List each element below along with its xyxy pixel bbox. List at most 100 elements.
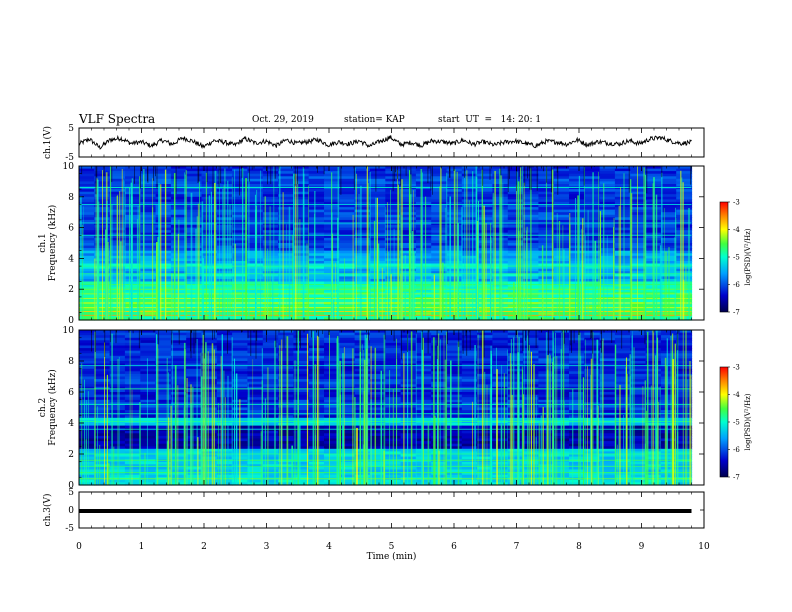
ch1-cell: [630, 178, 647, 182]
ch1-y-tick-label: 8: [68, 193, 74, 203]
ch1-cell: [630, 171, 647, 175]
ch1-cell: [507, 173, 524, 177]
ch1-cell: [614, 178, 631, 182]
ch1-cell: [293, 289, 310, 293]
ch2-cell: [216, 430, 233, 434]
ch2-cell: [339, 433, 356, 437]
ch2-cell: [415, 340, 432, 344]
ch1-cell: [553, 281, 570, 285]
ch1-cell: [232, 191, 248, 195]
ch2-cell: [109, 443, 126, 447]
ch1-cell: [308, 286, 325, 290]
ch1-cell: [630, 284, 647, 288]
ch1-cell: [415, 196, 432, 200]
ch2-cell: [293, 451, 310, 455]
ch1-cell: [507, 181, 524, 185]
ch1-cell: [140, 273, 157, 277]
ch2-cell: [446, 410, 463, 414]
ch1-cell: [124, 181, 141, 185]
ch1-cell: [232, 207, 248, 211]
ch2-cell: [94, 441, 111, 445]
ch1-cell: [584, 312, 601, 316]
ch1-cell: [553, 191, 570, 195]
ch1-cell: [507, 184, 524, 188]
ch1-cell: [155, 253, 172, 257]
ch2-cell: [170, 392, 187, 396]
ch1-cell: [584, 176, 601, 180]
ch1-cell: [186, 304, 203, 308]
ch2-cell: [492, 451, 509, 455]
ch1-cell: [186, 230, 203, 234]
ch2-cell: [660, 392, 677, 396]
ch2-cell: [523, 342, 539, 347]
ch1-cell: [385, 196, 402, 200]
ch1-cell: [308, 307, 325, 311]
ch2-cell: [79, 404, 95, 409]
ch2-cell: [569, 407, 585, 411]
ch1-cell: [569, 171, 585, 175]
ch1-cell: [630, 225, 647, 229]
ch2-cell: [140, 337, 157, 341]
ch2-cell: [216, 397, 233, 401]
ch1-cell: [584, 299, 601, 303]
ch2-cell: [369, 428, 386, 432]
ch1-cell: [155, 227, 172, 231]
ch2-cell: [170, 415, 187, 419]
ch2-cell: [369, 342, 386, 347]
ch2-cell: [614, 407, 631, 411]
ch2-cell: [614, 415, 631, 419]
ch2-cell: [599, 446, 616, 450]
ch1-cell: [630, 204, 647, 208]
ch1-cell: [186, 240, 203, 244]
ch1-cell: [140, 307, 157, 311]
ch2-cell: [599, 423, 616, 427]
ch2-cell: [232, 353, 248, 357]
ch1-cell: [339, 271, 356, 275]
ch2-cell: [599, 420, 616, 424]
ch2-cell: [415, 420, 432, 424]
ch1-cell: [461, 178, 478, 182]
ch1-cell: [400, 176, 417, 180]
ch1-cell: [232, 222, 248, 226]
ch1-cell: [109, 189, 126, 193]
ch1-cell: [477, 189, 493, 193]
ch1-cell: [569, 299, 585, 303]
ch1-cell: [385, 250, 402, 254]
ch1-cell: [339, 232, 356, 236]
ch2-cell: [155, 404, 172, 409]
ch2-cell: [660, 446, 677, 450]
ch1-cell: [614, 176, 631, 180]
ch1-cell: [630, 168, 647, 172]
ch1-cell: [477, 214, 493, 218]
ch2-cell: [369, 358, 386, 362]
ch2-cell: [324, 358, 340, 362]
ch1-cell: [507, 263, 524, 267]
ch1-cell: [660, 194, 677, 198]
ch2-cell: [676, 368, 693, 372]
ch1-cell: [553, 173, 570, 177]
ch2-cell: [140, 415, 157, 419]
ch2-cell: [630, 446, 647, 450]
ch1-cell: [431, 168, 448, 172]
ch2-cell: [247, 361, 264, 365]
ch2-cell: [308, 353, 325, 357]
ch1-cell: [354, 240, 371, 244]
ch2-cell: [385, 376, 402, 380]
ch2-cell: [492, 373, 509, 378]
ch1-cell: [584, 207, 601, 211]
ch1-cell: [569, 240, 585, 244]
ch1-cell: [79, 278, 95, 283]
ch1-cell: [385, 253, 402, 257]
ch1-cell: [630, 199, 647, 203]
ch1-cell: [492, 166, 509, 170]
ch2-cell: [492, 361, 509, 365]
ch2-cell: [507, 397, 524, 401]
ch2-cell: [262, 428, 279, 432]
ch1-cell: [354, 181, 371, 185]
ch2-cell: [477, 340, 493, 344]
ch1-cell: [79, 240, 95, 244]
ch1-cell: [186, 258, 203, 262]
ch1-cell: [262, 268, 279, 272]
ch2-cell: [308, 423, 325, 427]
ch1-cell: [461, 250, 478, 254]
